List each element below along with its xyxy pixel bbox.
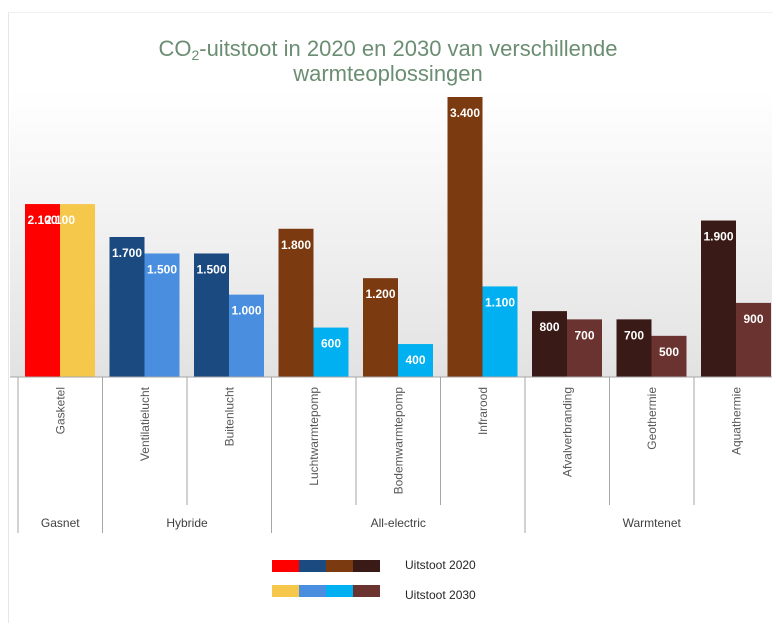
bar-2030-infrarood [482,286,518,377]
bar-2030-buitenlucht [229,294,264,377]
category-label-bodemwarmtepomp: Bodemwarmtepomp [391,387,405,495]
data-label-2020-buitenlucht: 1.500 [196,262,226,276]
data-label-2020-aquathermie: 1.900 [703,230,733,244]
bar-2020-aquathermie [701,220,736,377]
category-label-aquathermie: Aquathermie [729,387,743,455]
bar-2020-luchtwarmtepomp [278,228,314,377]
bar-2030-afvalverbranding [567,319,602,377]
data-label-2030-bodemwarmtepomp: 400 [405,353,425,367]
legend-label-2020: Uitstoot 2020 [405,558,476,572]
legend-color-2 [326,585,353,597]
bar-2020-bodemwarmtepomp [363,278,398,377]
legend-color-0 [272,585,299,597]
legend-swatch-2020 [272,560,380,572]
data-label-2030-geothermie: 500 [659,345,679,359]
bar-2030-geothermie [651,335,687,377]
legend-color-3 [353,560,380,572]
bar-2030-aquathermie [736,302,771,377]
data-label-2020-gasketel: 2.100 [27,213,57,227]
legend-swatch-2030 [272,585,380,597]
data-label-2030-afvalverbranding: 700 [574,328,594,342]
data-label-2020-geothermie: 700 [624,328,644,342]
group-label-hybride: Hybride [166,516,208,530]
data-label-2020-luchtwarmtepomp: 1.800 [281,238,311,252]
legend-label-2030: Uitstoot 2030 [405,588,476,602]
category-label-infrarood: Infrarood [476,387,490,435]
category-label-buitenlucht: Buitenlucht [222,386,236,446]
data-label-2020-infrarood: 3.400 [450,106,480,120]
bar-2030-gasketel [60,204,95,377]
bar-2030-luchtwarmtepomp [313,327,349,377]
category-label-ventilatielucht: Ventilatielucht [138,386,152,461]
category-label-gasketel: Gasketel [53,387,67,434]
chart-title-line1: CO2-uitstoot in 2020 en 2030 van verschi… [158,36,618,63]
legend-color-1 [299,560,326,572]
chart-title-line2: warmteoplossingen [293,61,483,86]
category-label-afvalverbranding: Afvalverbranding [560,387,574,477]
data-label-2030-aquathermie: 900 [743,312,763,326]
legend-color-3 [353,585,380,597]
bar-2020-ventilatielucht [109,237,145,377]
bar-2020-geothermie [616,319,652,377]
data-label-2030-ventilatielucht: 1.500 [147,262,177,276]
bar-2030-ventilatielucht [144,253,180,377]
bar-2020-infrarood [447,97,483,377]
legend-color-2 [326,560,353,572]
chart-border [8,12,773,623]
data-label-2030-luchtwarmtepomp: 600 [321,337,341,351]
data-label-2020-bodemwarmtepomp: 1.200 [365,287,395,301]
data-label-2020-afvalverbranding: 800 [539,320,559,334]
group-label-all-electric: All-electric [371,516,426,530]
data-label-2030-buitenlucht: 1.000 [231,304,261,318]
group-label-warmtenet: Warmtenet [623,516,682,530]
bar-2020-buitenlucht [194,253,229,377]
group-label-gasnet: Gasnet [41,516,80,530]
data-label-2030-infrarood: 1.100 [485,295,515,309]
data-label-combined-gasketel: 2.100 [45,213,75,227]
category-label-luchtwarmtepomp: Luchtwarmtepomp [307,387,321,486]
data-label-2020-ventilatielucht: 1.700 [112,246,142,260]
category-label-geothermie: Geothermie [645,387,659,450]
legend-color-1 [299,585,326,597]
bar-2030-bodemwarmtepomp [398,344,433,377]
bar-2020-gasketel [25,204,60,377]
bar-2020-afvalverbranding [532,311,567,377]
legend-color-0 [272,560,299,572]
